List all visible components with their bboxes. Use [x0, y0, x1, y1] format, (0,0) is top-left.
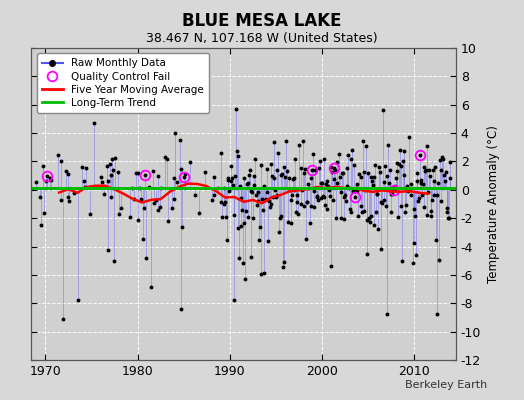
- Text: BLUE MESA LAKE: BLUE MESA LAKE: [182, 12, 342, 30]
- Legend: Raw Monthly Data, Quality Control Fail, Five Year Moving Average, Long-Term Tren: Raw Monthly Data, Quality Control Fail, …: [37, 53, 209, 113]
- Text: Berkeley Earth: Berkeley Earth: [405, 380, 487, 390]
- Text: 38.467 N, 107.168 W (United States): 38.467 N, 107.168 W (United States): [146, 32, 378, 45]
- Y-axis label: Temperature Anomaly (°C): Temperature Anomaly (°C): [487, 125, 500, 283]
